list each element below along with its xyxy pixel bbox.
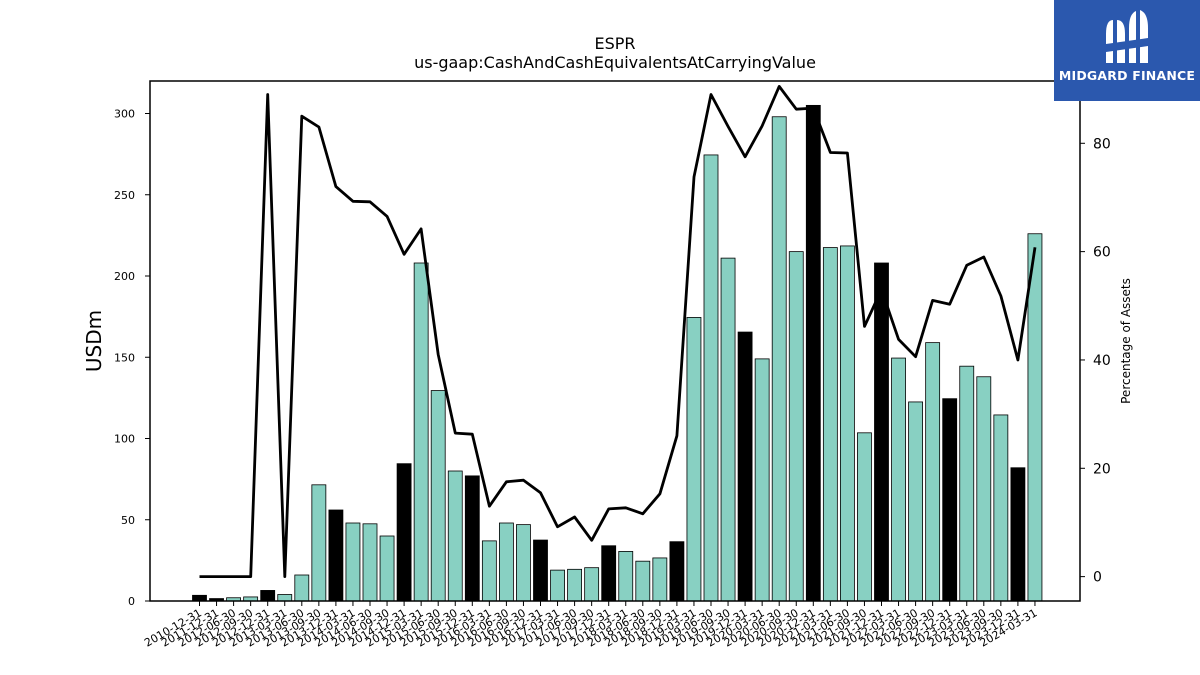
bar — [396, 463, 412, 602]
chart-subtitle: us-gaap:CashAndCashEquivalentsAtCarrying… — [414, 53, 816, 72]
bar — [925, 342, 941, 602]
bar — [584, 567, 600, 602]
y-tick-label: 50 — [121, 514, 135, 527]
plot-frame — [149, 80, 1081, 602]
bar — [942, 398, 958, 602]
y2-tick-label: 40 — [1093, 353, 1111, 369]
y-tick-label: 250 — [114, 189, 135, 202]
bar — [277, 594, 293, 602]
axes: 0501001502002503000204060802010-12-31201… — [114, 80, 1111, 650]
bar — [754, 358, 770, 602]
bar — [379, 535, 395, 602]
bar — [669, 541, 685, 602]
bar — [857, 432, 872, 602]
y-tick-label: 150 — [114, 351, 135, 364]
bar — [533, 539, 548, 602]
bar-series — [192, 104, 1043, 602]
bar — [976, 376, 992, 602]
bar — [737, 331, 753, 602]
y-tick-label: 100 — [114, 433, 135, 446]
bar — [328, 509, 344, 602]
bar — [686, 317, 702, 602]
y2-axis-label: Percentage of Assets — [1119, 278, 1133, 404]
y-tick-label: 200 — [114, 270, 135, 283]
bar — [550, 569, 565, 602]
percentage-of-assets-line — [199, 85, 1037, 578]
bar — [345, 522, 361, 602]
bar — [294, 574, 310, 602]
bar — [959, 365, 975, 602]
bar — [481, 540, 497, 602]
bar — [822, 247, 838, 602]
bar — [601, 545, 617, 602]
bar — [516, 524, 531, 602]
bar — [720, 257, 736, 602]
y2-tick-label: 80 — [1093, 136, 1111, 152]
bar — [908, 401, 923, 602]
bar — [1010, 467, 1026, 602]
midgard-m-icon — [1106, 10, 1148, 63]
bar — [447, 470, 463, 602]
bar — [703, 154, 719, 602]
bar — [771, 116, 787, 602]
bar — [311, 484, 327, 602]
brand-name: MIDGARD FINANCE — [1058, 68, 1196, 83]
y2-tick-label: 60 — [1093, 245, 1111, 261]
y-tick-label: 300 — [114, 108, 135, 121]
bar — [464, 475, 480, 602]
bar — [618, 551, 634, 602]
bar — [993, 414, 1009, 602]
bar — [567, 568, 582, 602]
bar — [430, 390, 446, 602]
bar — [260, 590, 276, 602]
bar — [652, 557, 668, 602]
bar — [891, 357, 906, 602]
y2-tick-label: 20 — [1093, 461, 1111, 477]
bar — [635, 560, 651, 602]
y-axis-label: USDm — [82, 310, 106, 372]
chart-title: ESPR — [594, 34, 635, 53]
bar — [362, 523, 378, 602]
line-series — [199, 85, 1037, 578]
bar — [874, 262, 889, 602]
bar — [788, 251, 804, 602]
bar — [498, 522, 514, 602]
brand-logo: MIDGARD FINANCE — [1054, 0, 1200, 101]
bar — [192, 594, 207, 602]
y2-tick-label: 0 — [1093, 570, 1102, 586]
bar — [413, 262, 429, 602]
y-tick-label: 0 — [128, 595, 135, 608]
bar — [805, 104, 821, 602]
bar — [840, 245, 855, 602]
